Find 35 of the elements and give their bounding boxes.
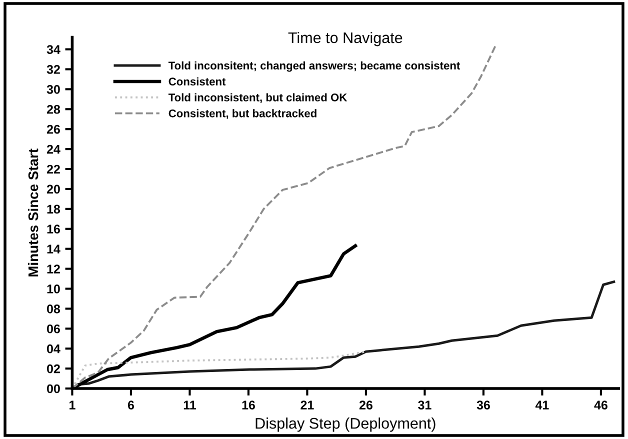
y-tick-label: 02 [47, 364, 60, 374]
x-tick-label: 11 [184, 400, 196, 410]
y-tick-label: 04 [47, 344, 60, 354]
y-tick-label: 08 [47, 304, 60, 314]
x-tick-label: 1 [70, 400, 76, 410]
y-tick-label: 26 [46, 124, 60, 134]
x-tick-label: 16 [242, 400, 255, 410]
y-axis-title: Minutes Since Start [28, 148, 38, 276]
y-tick-label: 32 [46, 65, 60, 74]
y-tick-label: 00 [47, 384, 60, 394]
x-tick-label: 41 [535, 400, 549, 410]
chart-title: Time to Navigate [288, 32, 402, 46]
legend-label: Consistent [168, 77, 226, 86]
y-tick-label: 06 [47, 324, 60, 334]
y-tick-label: 20 [46, 184, 60, 194]
x-tick-label: 31 [418, 400, 432, 410]
x-tick-label: 6 [128, 400, 134, 410]
y-tick-label: 34 [46, 45, 60, 54]
y-tick-label: 28 [46, 104, 60, 114]
y-tick-label: 18 [47, 204, 60, 214]
x-axis-title: Display Step (Deployment) [256, 418, 436, 432]
y-tick-label: 22 [46, 164, 60, 174]
y-tick-label: 12 [47, 264, 60, 274]
x-tick-label: 21 [300, 400, 314, 410]
legend-label: Told inconsistent, but claimed OK [168, 93, 348, 104]
y-tick-label: 16 [47, 224, 60, 234]
y-tick-label: 14 [47, 244, 60, 254]
legend-label: Consistent, but backtracked [168, 109, 316, 119]
x-tick-label: 36 [476, 400, 490, 410]
x-tick-label: 26 [359, 400, 372, 410]
y-tick-label: 24 [46, 144, 60, 154]
y-tick-label: 30 [46, 85, 60, 94]
y-tick-label: 10 [47, 284, 60, 294]
legend-label: Told inconsitent; changed answers; became consistent [168, 61, 460, 72]
x-tick-label: 46 [594, 400, 608, 410]
